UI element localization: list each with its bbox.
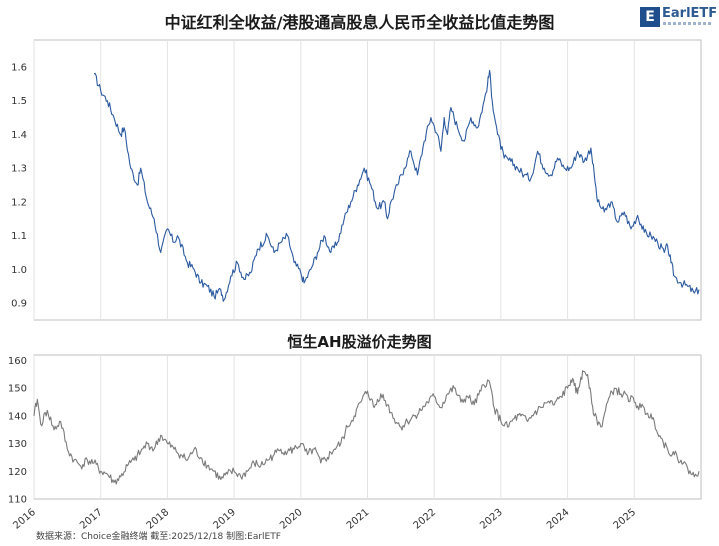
bottom-xtick-label: 2025 (612, 507, 639, 532)
bottom-xtick-label: 2021 (345, 507, 372, 532)
bottom-xtick-label: 2018 (145, 507, 172, 532)
bottom-xtick-label: 2017 (78, 507, 105, 532)
top-ytick-label: 1.4 (11, 130, 27, 141)
bottom-ytick-label: 160 (8, 356, 27, 367)
bottom-xtick-label: 2020 (278, 507, 305, 532)
bottom-xtick-label: 2022 (412, 507, 439, 532)
bottom-xtick-label: 2023 (478, 507, 505, 532)
top-ytick-label: 0.9 (11, 299, 27, 310)
earletf-logo: E EarlETF (640, 6, 718, 30)
logo-text: EarlETF (662, 6, 718, 21)
top-ytick-label: 1.3 (11, 164, 27, 175)
top-chart-title: 中证红利全收益/港股通高股息人民币全收益比值走势图 (164, 13, 555, 32)
top-ytick-label: 1.0 (11, 265, 27, 276)
bottom-ytick-label: 120 (8, 467, 27, 478)
bottom-chart-title: 恒生AH股溢价走势图 (287, 333, 432, 351)
source-note: 数据来源：Choice金融终端 截至:2025/12/18 制图:EarlETF (36, 532, 281, 542)
bottom-xtick-label: 2016 (11, 507, 38, 532)
bottom-ytick-label: 110 (8, 495, 27, 506)
top-series-line (93, 69, 700, 302)
bottom-series-line (33, 370, 700, 485)
top-ytick-label: 1.1 (11, 231, 27, 242)
top-ytick-label: 1.2 (11, 197, 27, 208)
top-ytick-label: 1.6 (11, 62, 27, 73)
logo-mark: E (640, 7, 660, 27)
bottom-ytick-label: 130 (8, 439, 27, 450)
top-ytick-label: 1.5 (11, 96, 27, 107)
bottom-ytick-label: 140 (8, 411, 27, 422)
logo-underline (663, 22, 713, 25)
bottom-xtick-label: 2019 (211, 507, 238, 532)
bottom-xtick-label: 2024 (545, 507, 572, 532)
bottom-ytick-label: 150 (8, 384, 27, 395)
